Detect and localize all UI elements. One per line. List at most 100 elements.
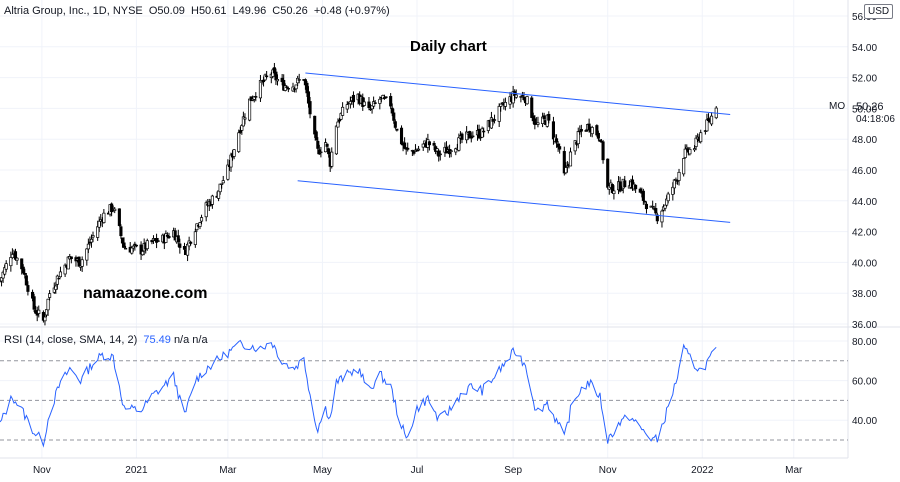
candle-body bbox=[316, 140, 320, 149]
time-tick-label: 2021 bbox=[125, 465, 148, 476]
candle-body bbox=[565, 165, 569, 168]
candle-body bbox=[133, 243, 137, 246]
rsi-legend-value: 75.49 bbox=[143, 334, 171, 346]
time-tick-label: May bbox=[313, 465, 332, 476]
candle-body bbox=[542, 115, 546, 120]
candle-body bbox=[477, 128, 481, 139]
candle-body bbox=[124, 247, 128, 250]
candle-body bbox=[308, 101, 312, 115]
candle-body bbox=[37, 309, 41, 314]
candle-body bbox=[584, 130, 588, 132]
candle-body bbox=[579, 129, 583, 132]
candle-body bbox=[15, 257, 19, 261]
candle-body bbox=[32, 296, 36, 310]
candle-body bbox=[26, 285, 30, 292]
candle-body bbox=[620, 189, 624, 191]
candle-body bbox=[547, 113, 551, 121]
candle-body bbox=[314, 131, 318, 141]
price-tick-label: 54.00 bbox=[852, 43, 877, 54]
candle-body bbox=[110, 203, 114, 213]
candle-body bbox=[503, 102, 507, 107]
candle-body bbox=[218, 183, 222, 193]
candle-body bbox=[499, 103, 503, 107]
candle-body bbox=[694, 137, 698, 147]
candle-body bbox=[319, 151, 323, 154]
candle-body bbox=[705, 119, 709, 132]
candle-body bbox=[9, 257, 13, 267]
candle-body bbox=[258, 80, 262, 99]
candle-body bbox=[551, 121, 555, 140]
candle-body bbox=[46, 298, 50, 311]
candle-body bbox=[44, 309, 49, 316]
channel-upper-line bbox=[305, 72, 731, 116]
candle-body bbox=[134, 244, 138, 247]
candle-body bbox=[274, 71, 278, 81]
candle-body bbox=[24, 275, 28, 286]
rsi-line-group[interactable] bbox=[0, 339, 717, 448]
candle-body bbox=[91, 235, 95, 238]
candle-body bbox=[590, 127, 594, 135]
candle-body bbox=[367, 101, 371, 108]
candle-body bbox=[120, 237, 125, 244]
candle-body bbox=[199, 217, 204, 222]
candle-body bbox=[351, 94, 356, 103]
candle-body bbox=[189, 241, 193, 244]
candle-body bbox=[327, 148, 331, 155]
candle-body bbox=[117, 208, 121, 226]
candles[interactable] bbox=[0, 62, 718, 326]
candle-body bbox=[178, 243, 182, 248]
legend-high: H50.61 bbox=[191, 5, 227, 17]
candle-body bbox=[685, 146, 689, 149]
rsi-axis-labels: 80.00 60.00 40.00 bbox=[852, 337, 877, 427]
rsi-legend-na-1: n/a bbox=[173, 334, 190, 346]
candle-body bbox=[286, 87, 290, 90]
candle-body bbox=[399, 127, 404, 145]
candle-body bbox=[294, 84, 298, 90]
candle-body bbox=[438, 153, 442, 156]
candle-body bbox=[460, 133, 464, 140]
time-tick-label: Sep bbox=[504, 465, 522, 476]
price-legend: Altria Group, Inc., 1D, NYSE O50.09 H50.… bbox=[4, 5, 390, 17]
candle-body bbox=[97, 220, 101, 228]
candle-body bbox=[634, 184, 638, 190]
candle-body bbox=[568, 151, 573, 167]
candle-body bbox=[651, 205, 655, 208]
chart-title: Daily chart bbox=[410, 38, 487, 55]
price-axis-labels: 56.0054.0052.0050.0048.0046.0044.0042.00… bbox=[852, 12, 877, 331]
candle-body bbox=[601, 141, 605, 161]
time-tick-label: Mar bbox=[785, 465, 803, 476]
candle-body bbox=[220, 183, 224, 185]
candle-body bbox=[195, 223, 199, 231]
legend-low: L49.96 bbox=[232, 5, 267, 17]
legend-change: +0.48 (+0.97%) bbox=[313, 5, 390, 17]
currency-button[interactable]: USD bbox=[864, 4, 894, 19]
candle-body bbox=[522, 96, 526, 100]
candle-body bbox=[339, 113, 343, 120]
candle-body bbox=[500, 102, 504, 105]
candle-body bbox=[23, 273, 27, 275]
candle-body bbox=[204, 202, 208, 218]
candle-body bbox=[176, 235, 180, 242]
candle-body bbox=[536, 122, 540, 125]
candle-body bbox=[119, 226, 123, 237]
time-tick-label: Nov bbox=[33, 465, 51, 476]
candle-body bbox=[492, 119, 497, 121]
rsi-tick-label: 60.00 bbox=[852, 377, 877, 388]
candle-body bbox=[69, 256, 73, 260]
candle-body bbox=[643, 200, 647, 203]
candle-body bbox=[55, 275, 59, 285]
candle-body bbox=[226, 164, 230, 180]
candle-body bbox=[595, 125, 599, 136]
candle-body bbox=[43, 316, 47, 322]
candle-body bbox=[145, 240, 149, 250]
candle-body bbox=[275, 79, 280, 82]
candle-body bbox=[682, 158, 686, 175]
candle-body bbox=[285, 86, 289, 88]
candle-body bbox=[348, 101, 352, 105]
channel-lines[interactable] bbox=[297, 72, 731, 223]
candle-body bbox=[482, 130, 486, 133]
candle-body bbox=[102, 212, 106, 223]
rsi-tick-label: 80.00 bbox=[852, 337, 877, 348]
candle-body bbox=[96, 226, 100, 238]
candle-body bbox=[612, 190, 616, 194]
